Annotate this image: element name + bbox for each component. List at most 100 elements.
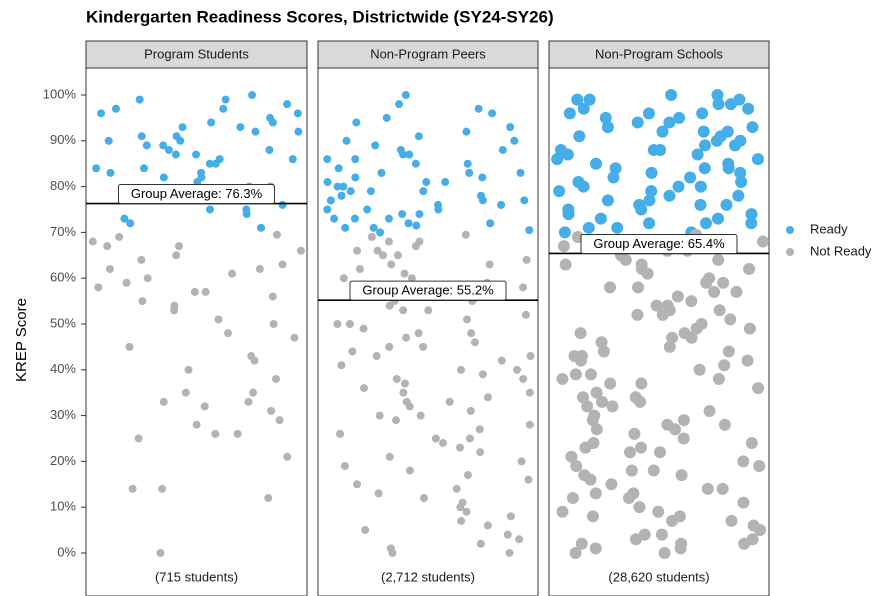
point [398,210,407,219]
point [577,102,590,115]
y-tick-label: 20% [50,453,76,468]
point [483,393,492,402]
point [267,406,276,415]
point [465,168,474,177]
point [718,418,731,431]
point [756,235,769,248]
point [411,159,420,168]
point [400,379,409,388]
point [575,537,588,550]
point [475,425,484,434]
point [647,464,660,477]
point [745,208,758,221]
point [483,521,492,530]
point [205,205,214,214]
point [746,121,759,134]
point [414,329,423,338]
point [249,388,258,397]
point [415,210,424,219]
point [382,113,391,122]
point [402,333,411,342]
strip-title: Non-Program Peers [370,46,486,61]
point [556,505,569,518]
y-tick-label: 100% [43,86,77,101]
point [627,487,640,500]
point [128,484,137,493]
point [197,168,206,177]
point [497,200,506,209]
point [200,402,209,411]
point [663,189,676,202]
point [275,416,284,425]
y-tick-label: 10% [50,499,76,514]
point [156,548,165,557]
point [716,482,729,495]
point [656,125,669,138]
point [673,111,686,124]
point [400,269,409,278]
point [559,258,572,271]
point [402,397,411,406]
point [675,537,688,550]
point [386,544,395,553]
point [159,173,168,182]
strip-header [317,40,539,69]
average-label-box [580,233,738,254]
point [672,180,685,193]
point [745,217,758,230]
point [596,395,609,408]
legend-label: Not Ready [810,243,872,258]
point [520,196,529,205]
point [505,548,514,557]
point [393,251,402,260]
point [419,342,428,351]
point [463,159,472,168]
point [713,304,726,317]
point [392,374,401,383]
point [590,157,603,170]
average-label: Group Average: 55.2% [362,283,494,298]
point [478,370,487,379]
y-tick-label: 80% [50,178,76,193]
point [192,150,201,159]
point [359,384,368,393]
point [685,295,698,308]
count-label: (715 students) [155,569,238,584]
point [334,164,343,173]
point [244,397,253,406]
point [374,489,383,498]
point [666,331,679,344]
point [353,246,362,255]
count-label: (2,712 students) [381,569,475,584]
point [694,180,707,193]
average-label-box [349,280,507,301]
point [323,178,332,187]
point [697,125,710,138]
point [663,340,676,353]
point [399,388,408,397]
point [634,395,647,408]
point [255,265,264,274]
point [510,136,519,145]
point [658,546,671,559]
legend-swatch [786,226,794,234]
point [351,173,360,182]
point [652,505,665,518]
point [404,219,413,228]
point [573,130,586,143]
point [207,118,216,127]
point [371,141,380,150]
point [477,191,486,200]
point [126,219,135,228]
point [521,310,530,319]
point [407,274,416,283]
point [665,89,678,102]
point [562,203,575,216]
point [624,446,637,459]
point [570,459,583,472]
point [635,441,648,454]
point [134,434,143,443]
point [711,212,724,225]
point [296,246,305,255]
